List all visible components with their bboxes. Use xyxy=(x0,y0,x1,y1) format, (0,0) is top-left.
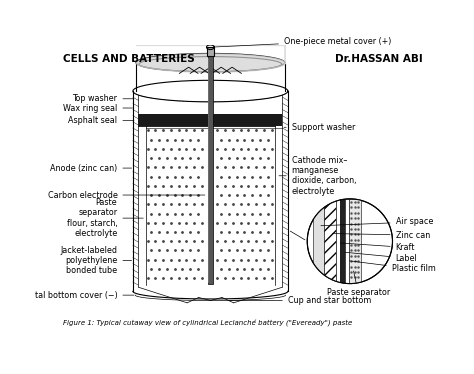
Bar xyxy=(340,199,345,283)
Text: Air space: Air space xyxy=(321,217,433,227)
Text: Asphalt seal: Asphalt seal xyxy=(68,116,134,125)
Text: Plastic film: Plastic film xyxy=(349,261,436,273)
Bar xyxy=(349,199,361,283)
Text: Support washer: Support washer xyxy=(284,123,355,132)
Bar xyxy=(345,199,349,283)
Text: Dr.HASSAN ABI: Dr.HASSAN ABI xyxy=(335,54,423,64)
Bar xyxy=(207,47,214,56)
Circle shape xyxy=(307,199,392,283)
Text: CELLS AND BATTERIES: CELLS AND BATTERIES xyxy=(63,54,195,64)
Text: Label: Label xyxy=(345,252,417,263)
Text: Jacket-labeled
polyethylene
bonded tube: Jacket-labeled polyethylene bonded tube xyxy=(60,246,132,275)
Text: Paste
separator
flour, starch,
electrolyte: Paste separator flour, starch, electroly… xyxy=(67,198,143,238)
Text: Paste separator: Paste separator xyxy=(327,271,390,297)
Text: One-piece metal cover (+): One-piece metal cover (+) xyxy=(213,37,392,47)
Text: Kraft: Kraft xyxy=(340,243,415,252)
Text: Wax ring seal: Wax ring seal xyxy=(63,104,132,113)
Text: Zinc can: Zinc can xyxy=(332,230,430,240)
Text: Top washer: Top washer xyxy=(73,94,133,103)
Bar xyxy=(138,114,283,126)
Bar xyxy=(208,56,213,283)
Text: tal bottom cover (−): tal bottom cover (−) xyxy=(35,291,134,300)
Bar xyxy=(324,199,336,283)
Text: Cathode mix–
manganese
dioxide, carbon,
electrolyte: Cathode mix– manganese dioxide, carbon, … xyxy=(279,156,356,196)
Bar xyxy=(336,199,340,283)
Bar xyxy=(313,199,324,283)
Text: Figure 1: Typical cutaway view of cylindrical Leclanché battery ("Eveready") pa: Figure 1: Typical cutaway view of cylind… xyxy=(63,320,352,327)
Text: Cup and star bottom: Cup and star bottom xyxy=(228,296,371,305)
Text: Anode (zinc can): Anode (zinc can) xyxy=(50,163,132,172)
Text: Carbon electrode: Carbon electrode xyxy=(47,190,205,200)
